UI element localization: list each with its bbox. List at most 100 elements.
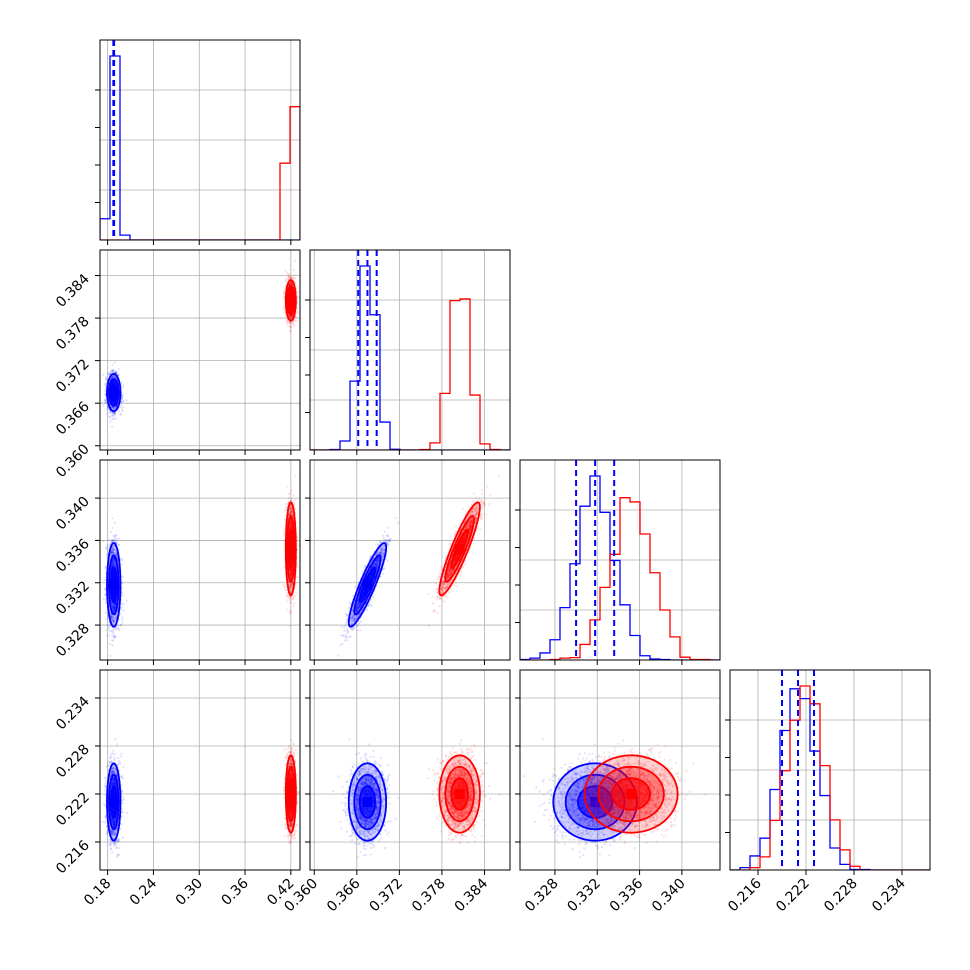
- scatter-point: [295, 320, 298, 323]
- scatter-point: [112, 375, 115, 378]
- scatter-point: [110, 565, 113, 568]
- scatter-point: [108, 627, 111, 630]
- scatter-point: [105, 408, 108, 411]
- scatter-point: [296, 291, 299, 294]
- scatter-point: [108, 373, 111, 376]
- scatter-point: [289, 288, 293, 292]
- scatter-point: [110, 614, 113, 617]
- scatter-point: [103, 389, 107, 392]
- scatter-point: [289, 282, 292, 285]
- scatter-point: [112, 402, 115, 405]
- scatter-point: [111, 564, 114, 567]
- scatter-point: [113, 402, 116, 405]
- scatter-point: [120, 408, 124, 411]
- scatter-point: [293, 319, 296, 322]
- scatter-point: [110, 602, 114, 605]
- scatter-point: [290, 276, 293, 280]
- scatter-point: [289, 330, 293, 333]
- y-tick-label: 0.384: [53, 271, 93, 311]
- scatter-point: [114, 371, 117, 374]
- scatter-point: [290, 315, 293, 318]
- scatter-point: [109, 411, 112, 414]
- scatter-point: [113, 381, 116, 385]
- scatter-point: [289, 288, 292, 291]
- scatter-point: [111, 565, 114, 568]
- scatter-point: [104, 377, 107, 381]
- scatter-point: [121, 594, 124, 597]
- scatter-point: [112, 557, 116, 560]
- scatter-point: [112, 605, 115, 608]
- scatter-point: [114, 601, 118, 604]
- scatter-point: [113, 606, 116, 609]
- scatter-point: [117, 544, 120, 547]
- scatter-point: [286, 321, 289, 324]
- scatter-point: [121, 386, 124, 389]
- histogram-blue: [310, 265, 510, 450]
- scatter-point: [112, 607, 115, 610]
- scatter-point: [289, 276, 292, 279]
- scatter-point: [113, 607, 116, 610]
- scatter-point: [120, 397, 124, 401]
- scatter-point: [297, 296, 300, 299]
- scatter-point: [111, 369, 114, 372]
- scatter-point: [288, 321, 292, 324]
- scatter-point: [113, 602, 116, 605]
- scatter-point: [289, 282, 292, 285]
- scatter-point: [111, 406, 114, 409]
- scatter-point: [102, 540, 105, 543]
- scatter-point: [120, 563, 123, 566]
- scatter-point: [110, 400, 114, 403]
- scatter-point: [289, 315, 292, 318]
- scatter-point: [114, 400, 117, 403]
- scatter-point: [114, 606, 117, 609]
- density-peak: [108, 387, 119, 398]
- scatter-point: [291, 320, 294, 323]
- scatter-point: [112, 604, 115, 607]
- scatter-point: [115, 554, 119, 558]
- scatter-point: [112, 538, 116, 542]
- scatter-point: [112, 564, 115, 567]
- scatter-point: [112, 632, 115, 635]
- scatter-point: [114, 601, 117, 605]
- scatter-point: [288, 282, 291, 286]
- scatter-point: [110, 614, 113, 617]
- scatter-point: [112, 381, 115, 384]
- scatter-point: [113, 407, 117, 410]
- scatter-point: [108, 415, 111, 418]
- scatter-point: [289, 288, 292, 291]
- scatter-point: [121, 400, 124, 403]
- scatter-point: [112, 406, 115, 409]
- scatter-point: [112, 559, 115, 563]
- scatter-point: [112, 401, 115, 405]
- scatter-point: [113, 413, 116, 416]
- scatter-point: [112, 608, 115, 612]
- scatter-point: [110, 617, 113, 620]
- scatter-point: [113, 605, 116, 608]
- scatter-point: [110, 615, 113, 619]
- y-tick-label: 0.360: [53, 441, 93, 481]
- scatter-point: [113, 607, 117, 610]
- scatter-point: [110, 630, 114, 633]
- scatter-point: [290, 309, 293, 312]
- scatter-point: [108, 634, 111, 637]
- scatter-point: [111, 370, 114, 373]
- scatter-point: [285, 318, 289, 321]
- scatter-point: [111, 400, 114, 404]
- scatter-point: [112, 401, 115, 404]
- scatter-point: [113, 381, 116, 384]
- scatter-point: [110, 629, 113, 632]
- scatter-point: [111, 376, 114, 379]
- scatter-point: [289, 325, 293, 328]
- scatter-point: [289, 280, 292, 284]
- scatter-point: [113, 412, 116, 416]
- scatter-point: [113, 602, 116, 606]
- scatter-point: [113, 381, 116, 384]
- scatter-point: [112, 562, 115, 565]
- scatter-point: [286, 271, 289, 274]
- scatter-point: [289, 287, 293, 290]
- scatter-point: [113, 411, 117, 415]
- scatter-point: [290, 315, 293, 319]
- scatter-point: [105, 547, 108, 550]
